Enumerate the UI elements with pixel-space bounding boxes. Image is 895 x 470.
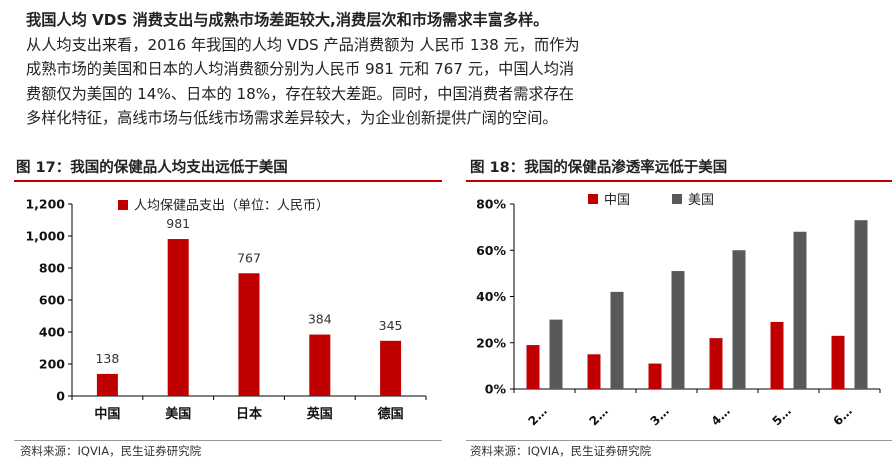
y-tick-label: 80%	[476, 197, 506, 212]
bar-usa	[854, 220, 868, 389]
figure17-title-rule	[14, 180, 442, 182]
summary-lead-bold: 我国人均 VDS 消费支出与成熟市场差距较大,消费层次和市场需求丰富多样。	[26, 11, 549, 29]
chart-penetration-rate: 0% 20% 40% 60% 80% 2… 2… 3… 4… 5… 6… 中国 美国	[476, 193, 881, 428]
bar-china	[587, 354, 601, 389]
bar	[167, 239, 189, 396]
summary-line: 从人均支出来看，2016 年我国的人均 VDS 产品消费额为 人民币 138 元…	[26, 35, 580, 54]
legend-swatch	[118, 200, 128, 210]
figure17-source: 资料来源：IQVIA，民生证券研究院	[20, 444, 202, 458]
summary-line: 费额仅为美国的 14%、日本的 18%，存在较大差距。同时，中国消费者需求存在	[26, 84, 574, 103]
bar	[96, 373, 118, 396]
bar-usa	[732, 250, 746, 389]
y-tick-label: 400	[39, 325, 65, 340]
bar-usa	[549, 319, 563, 389]
y-tick-label: 40%	[476, 289, 506, 304]
x-tick-label: 4…	[709, 404, 733, 428]
legend-label-china: 中国	[604, 193, 630, 208]
figure18-title: 图 18：我国的保健品渗透率远低于美国	[470, 160, 728, 176]
summary-line: 多样化特征，高线市场与低线市场需求差异较大，为企业创新提供广阔的空间。	[26, 109, 558, 127]
bar	[238, 273, 260, 396]
x-tick-label: 德国	[378, 406, 404, 422]
bar-usa	[671, 271, 685, 389]
bar-usa	[610, 291, 624, 389]
bar	[380, 340, 402, 396]
data-label: 138	[95, 351, 119, 366]
summary-paragraph: 我国人均 VDS 消费支出与成熟市场差距较大,消费层次和市场需求丰富多样。 从人…	[26, 8, 886, 131]
chart-per-capita-spending: 0 200 400 600 800 1,000 1,200 138 中国 981 美国 767 日本 38…	[25, 197, 427, 422]
x-tick-label: 美国	[165, 406, 191, 422]
legend-label: 人均保健品支出（单位：人民币）	[134, 199, 329, 214]
figure17-source-rule	[14, 440, 442, 441]
y-tick-label: 600	[39, 293, 65, 308]
figure18-source-rule	[466, 440, 892, 441]
data-label: 384	[308, 312, 332, 327]
data-label: 767	[237, 250, 261, 265]
bar	[309, 334, 331, 396]
summary-line: 成熟市场的美国和日本的人均消费额分别为人民币 981 元和 767 元，中国人均…	[26, 60, 575, 78]
x-tick-label: 6…	[831, 404, 855, 428]
x-tick-label: 英国	[306, 406, 333, 422]
figure18-source: 资料来源：IQVIA，民生证券研究院	[470, 444, 652, 458]
x-tick-label: 2…	[587, 404, 611, 428]
bar-china	[831, 335, 845, 389]
y-tick-label: 1,200	[25, 197, 65, 212]
y-tick-label: 200	[39, 357, 65, 372]
y-tick-label: 20%	[476, 335, 506, 350]
figure18-title-rule	[466, 180, 892, 182]
x-tick-label: 中国	[94, 406, 120, 422]
y-tick-label: 800	[39, 261, 65, 276]
data-label: 345	[379, 318, 403, 333]
bar-usa	[793, 231, 807, 389]
x-tick-label: 5…	[770, 404, 794, 428]
y-tick-label: 0%	[485, 382, 507, 397]
x-tick-label: 2…	[526, 404, 550, 428]
bar-china	[770, 321, 784, 389]
y-tick-label: 60%	[476, 243, 506, 258]
bar-china	[526, 345, 540, 389]
legend-label-usa: 美国	[688, 193, 714, 208]
bar-china	[709, 338, 723, 389]
data-label: 981	[166, 216, 190, 231]
legend-swatch-usa	[672, 194, 682, 204]
summary-lead: 我国人均 VDS 消费支出与成熟市场差距较大,消费层次和市场需求丰富多样。	[26, 8, 886, 33]
legend-swatch-china	[588, 194, 598, 204]
y-tick-label: 0	[56, 389, 65, 404]
x-tick-label: 3…	[648, 404, 672, 428]
bar-china	[648, 363, 662, 389]
y-tick-label: 1,000	[25, 229, 65, 244]
figure17-title: 图 17：我国的保健品人均支出远低于美国	[16, 160, 288, 176]
x-tick-label: 日本	[236, 406, 262, 422]
